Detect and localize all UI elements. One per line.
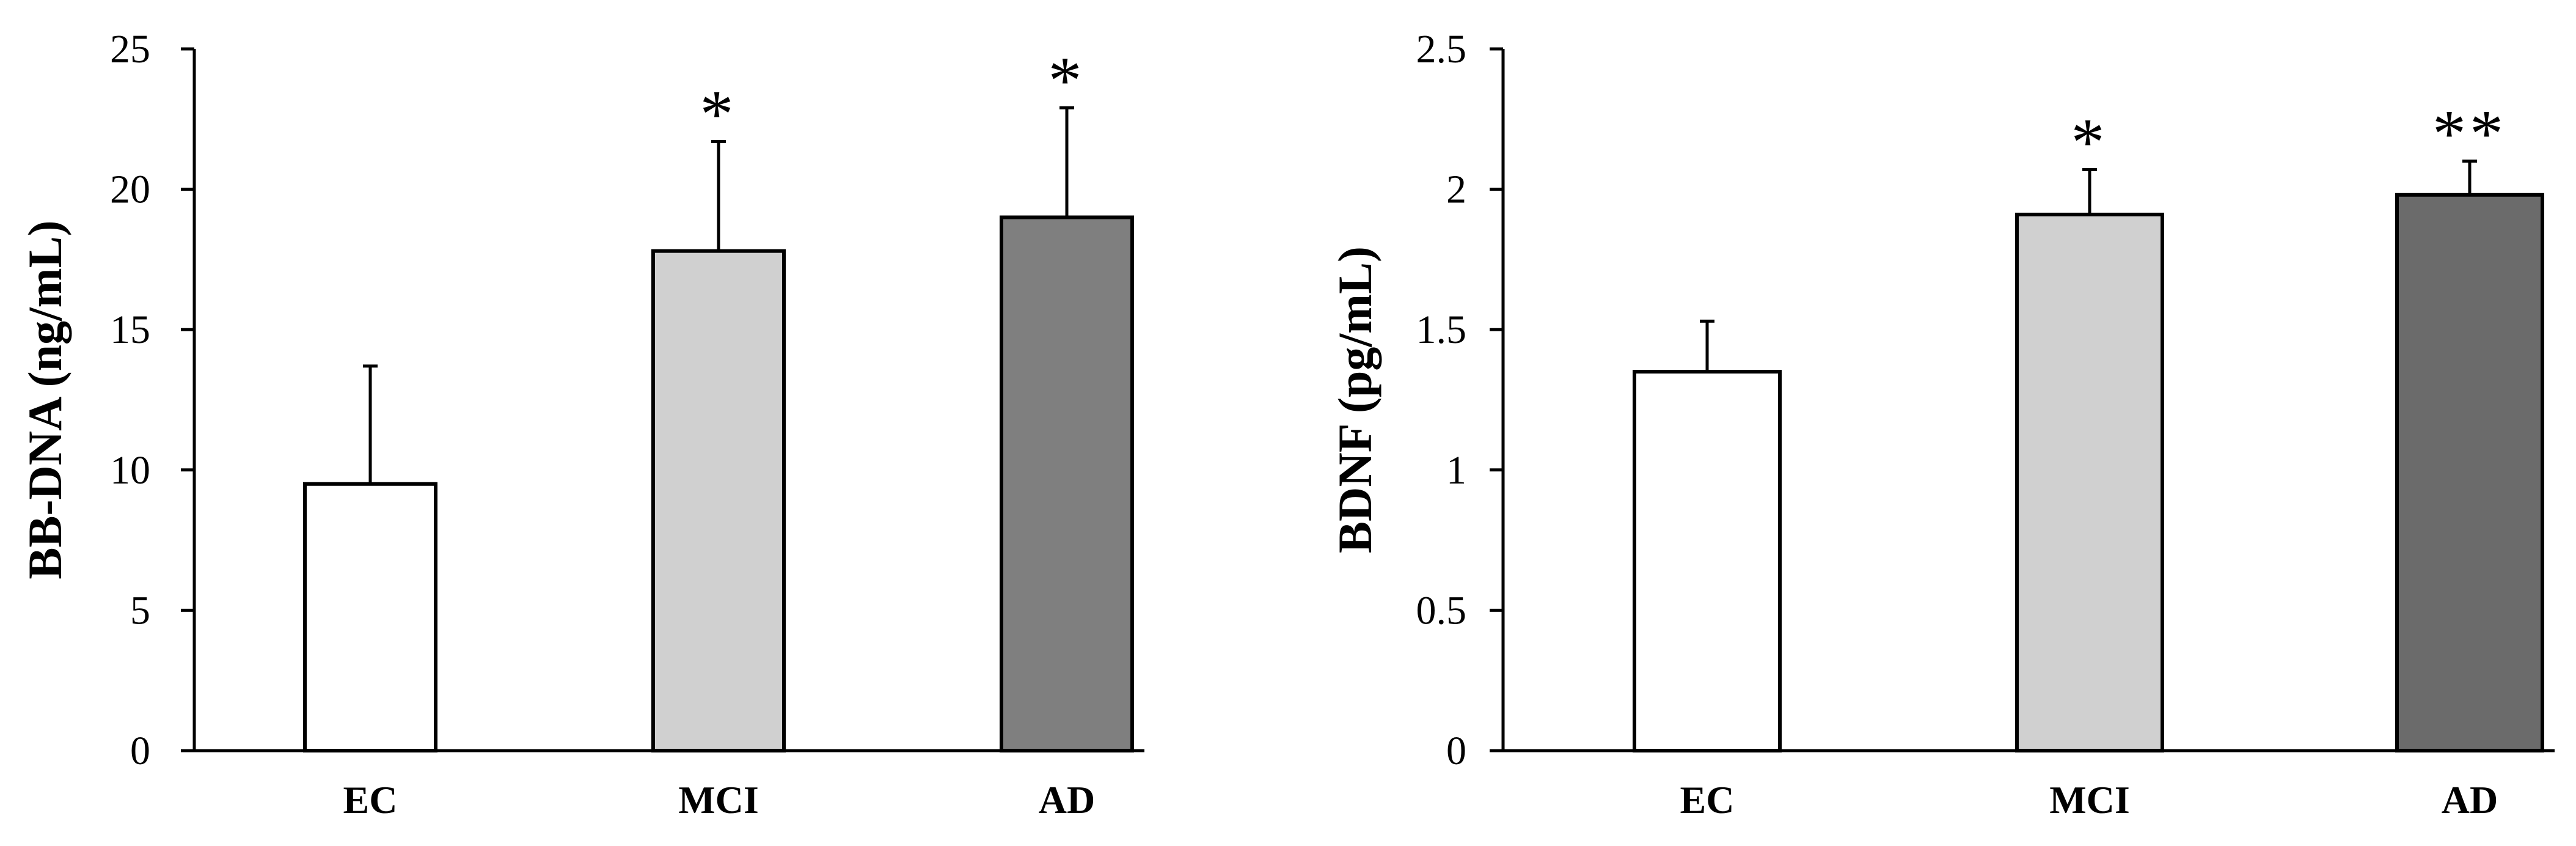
y-tick-label: 1.5 bbox=[1416, 307, 1467, 352]
y-tick-label: 2 bbox=[1446, 167, 1466, 212]
y-tick-label: 1 bbox=[1446, 448, 1466, 493]
y-tick-label: 0 bbox=[130, 729, 150, 773]
y-tick-label: 25 bbox=[110, 27, 150, 72]
significance-marker: * bbox=[2071, 105, 2109, 179]
significance-marker: * bbox=[700, 77, 737, 152]
category-label-ec: EC bbox=[1680, 778, 1735, 822]
bar-mci bbox=[2015, 212, 2164, 753]
bar-ec bbox=[1633, 370, 1782, 752]
y-tick-label: 20 bbox=[110, 167, 150, 212]
y-tick-label: 10 bbox=[110, 448, 150, 493]
y-tick-label: 0 bbox=[1446, 729, 1466, 773]
bb-dna-bar-chart: 0 5 10 15 20 25 BB-DNA (ng/mL) EC * MCI * AD bbox=[18, 27, 1144, 822]
y-tick-label: 0.5 bbox=[1416, 588, 1467, 633]
bar-ad bbox=[1000, 215, 1134, 752]
y-axis-title: BB-DNA (ng/mL) bbox=[18, 220, 71, 579]
y-tick-label: 5 bbox=[130, 588, 150, 633]
category-label-mci: MCI bbox=[2049, 778, 2130, 822]
category-label-mci: MCI bbox=[678, 778, 759, 822]
bar-mci bbox=[651, 249, 786, 752]
bdnf-bar-chart: 0 0.5 1 1.5 2 2.5 BDNF (pg/mL) EC * MCI ** AD bbox=[1328, 27, 2555, 822]
y-axis-title: BDNF (pg/mL) bbox=[1328, 246, 1381, 553]
bar-ec bbox=[303, 482, 437, 752]
category-label-ad: AD bbox=[1039, 778, 1095, 822]
category-label-ad: AD bbox=[2442, 778, 2498, 822]
category-label-ec: EC bbox=[343, 778, 398, 822]
significance-marker: ** bbox=[2432, 97, 2507, 171]
y-tick-label: 2.5 bbox=[1416, 27, 1467, 72]
significance-marker: * bbox=[1048, 43, 1086, 117]
y-tick-label: 15 bbox=[110, 307, 150, 352]
bar-ad bbox=[2395, 193, 2544, 752]
